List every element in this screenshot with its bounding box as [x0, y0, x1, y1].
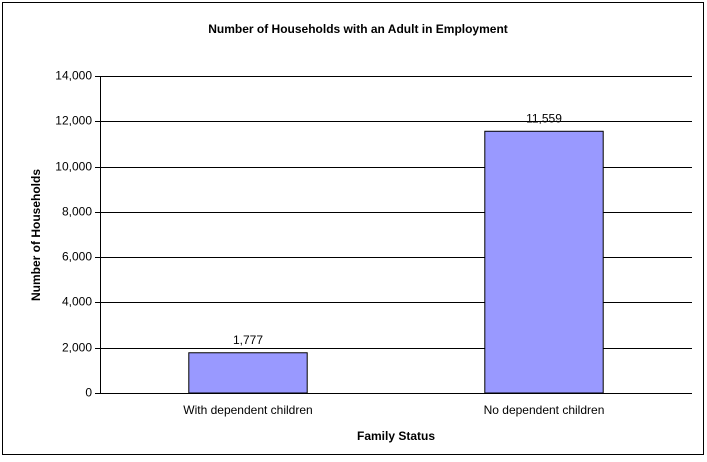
y-tick-label: 4,000 — [62, 295, 92, 309]
y-tick-label: 12,000 — [55, 114, 92, 128]
bar — [484, 130, 604, 394]
y-tick-label: 10,000 — [55, 160, 92, 174]
x-tick-label: With dependent children — [183, 403, 312, 417]
x-axis-title: Family Status — [357, 429, 435, 443]
y-tick-label: 0 — [85, 386, 92, 400]
y-tick-label: 8,000 — [62, 205, 92, 219]
value-label: 11,559 — [526, 111, 562, 125]
x-tick-label: No dependent children — [484, 403, 605, 417]
y-tick-label: 2,000 — [62, 341, 92, 355]
y-tick-label: 6,000 — [62, 250, 92, 264]
bar — [188, 352, 308, 394]
chart-title: Number of Households with an Adult in Em… — [208, 22, 508, 36]
value-label: 1,777 — [233, 333, 263, 347]
y-axis-title: Number of Households — [29, 169, 43, 301]
y-tick-label: 14,000 — [55, 69, 92, 83]
